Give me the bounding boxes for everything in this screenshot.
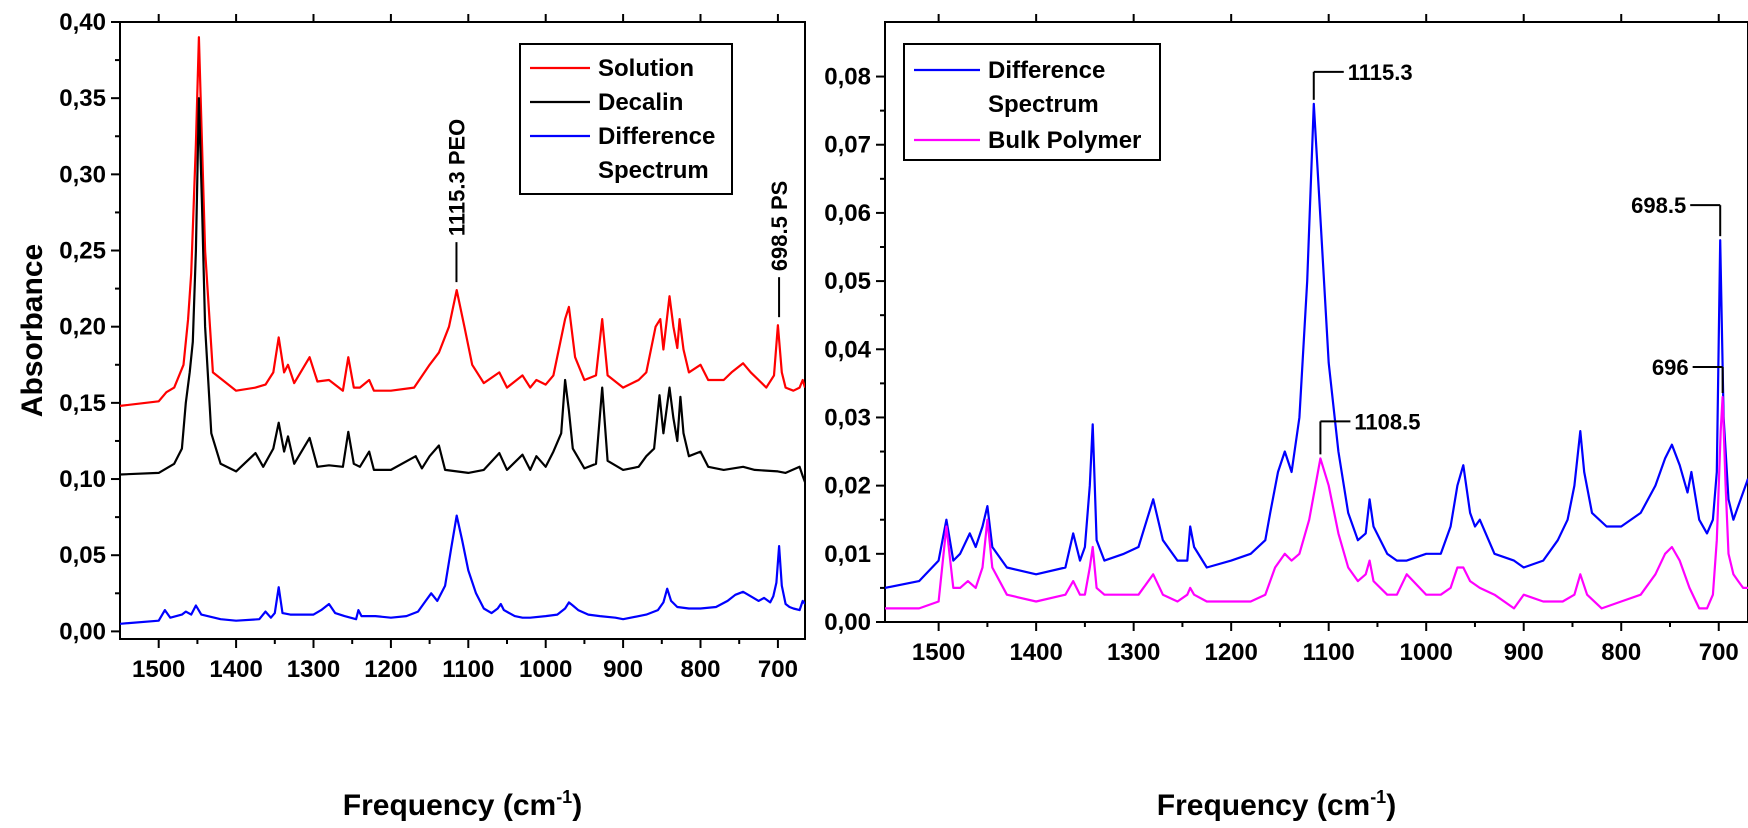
plot-frame — [119, 21, 806, 640]
x-tick-label: 700 — [758, 656, 798, 683]
y-axis-title: Absorbance — [16, 244, 49, 417]
series-line-solution — [120, 36, 805, 407]
y-tick-label: 0,10 — [59, 466, 106, 493]
legend-label: Difference — [988, 57, 1105, 84]
chart-panel-2: 1500 1400 1300 1200 1100 1000 900 800 700 0,00 0,0… — [824, 14, 1748, 822]
x-tick-label: 1200 — [364, 656, 417, 683]
y-tick-label: 0,05 — [59, 542, 106, 569]
peak-annotation: 696 — [1652, 355, 1689, 380]
y-tick-label: 0,20 — [59, 314, 106, 341]
series-line-bulk-polymer — [885, 395, 1748, 610]
x-tick-label: 1300 — [287, 656, 340, 683]
legend-label: Decalin — [598, 89, 683, 116]
y-tick-label: 0,30 — [59, 161, 106, 188]
peak-annotation: 1108.5 — [1354, 409, 1420, 434]
y-tick-label: 0,05 — [824, 268, 871, 295]
x-tick-label: 1500 — [912, 639, 965, 666]
y-tick-label: 0,08 — [824, 64, 871, 91]
x-tick-label: 1300 — [1107, 639, 1160, 666]
x-tick-label: 1400 — [1009, 639, 1062, 666]
peak-annotation: 698.5 PS — [767, 181, 792, 272]
series-line-decalin — [120, 97, 805, 483]
peak-annotation: 1115.3 PEO — [444, 119, 469, 236]
peak-annotation: 698.5 — [1631, 193, 1686, 218]
y-tick-label: 0,00 — [824, 609, 871, 636]
x-tick-label: 900 — [603, 656, 643, 683]
legend-label-continued: Spectrum — [988, 91, 1099, 118]
legend-label: Difference — [598, 123, 715, 150]
x-tick-label: 1100 — [442, 656, 494, 683]
x-tick-label: 800 — [680, 656, 720, 683]
y-tick-label: 0,04 — [824, 336, 871, 363]
y-tick-label: 0,03 — [824, 404, 871, 431]
y-tick-label: 0,35 — [59, 85, 106, 112]
legend-label-continued: Spectrum — [598, 157, 709, 184]
x-tick-label: 1000 — [519, 656, 572, 683]
x-tick-label: 900 — [1504, 639, 1544, 666]
series-line-difference-spectrum — [885, 102, 1748, 589]
y-tick-label: 0,07 — [824, 132, 871, 159]
plot-frame — [884, 21, 1748, 623]
peak-annotation: 1115.3 — [1348, 60, 1413, 85]
legend-label: Bulk Polymer — [988, 127, 1141, 154]
x-tick-label: 1400 — [209, 656, 262, 683]
x-axis-title: Frequency (cm-1) — [343, 787, 582, 822]
x-tick-label: 1100 — [1303, 639, 1355, 666]
y-tick-label: 0,40 — [59, 9, 106, 36]
y-tick-label: 0,25 — [59, 238, 106, 265]
x-tick-label: 1500 — [132, 656, 185, 683]
x-tick-label: 700 — [1699, 639, 1739, 666]
y-tick-label: 0,15 — [59, 390, 106, 417]
x-tick-label: 1000 — [1400, 639, 1453, 666]
x-tick-label: 800 — [1601, 639, 1641, 666]
y-tick-label: 0,00 — [59, 618, 106, 645]
x-axis-title: Frequency (cm-1) — [1157, 787, 1396, 822]
legend-label: Solution — [598, 55, 694, 82]
series-line-difference-spectrum — [120, 514, 805, 625]
x-tick-label: 1200 — [1204, 639, 1257, 666]
y-tick-label: 0,02 — [824, 473, 871, 500]
y-tick-label: 0,01 — [824, 541, 871, 568]
y-tick-label: 0,06 — [824, 200, 871, 227]
chart-panel-1: 1500 1400 1300 1200 1100 1000 900 800 700 0,00 0,0… — [16, 9, 806, 822]
